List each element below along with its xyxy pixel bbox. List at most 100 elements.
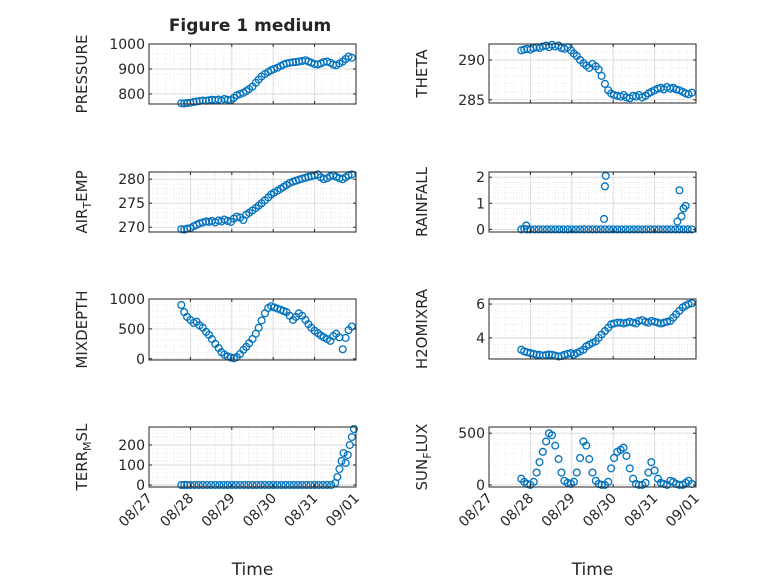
y-tick-label: 500 [458, 426, 485, 442]
plot-area [149, 427, 356, 487]
data-point [177, 225, 186, 234]
data-point [576, 225, 585, 234]
data-point [554, 455, 563, 464]
data-point [607, 464, 616, 473]
y-axis-label: PRESSURE [73, 35, 91, 114]
data-point [534, 225, 543, 234]
y-tick-label: 6 [476, 297, 485, 313]
data-point [594, 65, 603, 74]
data-point [654, 225, 663, 234]
series-markers [517, 299, 696, 361]
data-point [190, 480, 199, 490]
data-point [671, 225, 680, 234]
data-point [177, 99, 186, 108]
plot-area [489, 44, 696, 103]
data-point [600, 225, 609, 234]
data-point [219, 480, 228, 490]
y-axis-label: H2OMIXRA [413, 288, 431, 369]
data-point [310, 480, 319, 490]
axes-box [148, 43, 357, 105]
y-tick-label: 100 [118, 458, 145, 474]
data-point [683, 225, 692, 234]
y-tick-label: 800 [118, 87, 145, 103]
data-point [658, 225, 667, 234]
data-point [338, 345, 347, 354]
series-markers [517, 171, 696, 234]
data-point [265, 480, 274, 490]
y-tick-label: 500 [118, 322, 145, 338]
data-point [567, 225, 576, 234]
data-point [559, 225, 568, 234]
data-point [551, 441, 560, 450]
data-point [202, 480, 212, 490]
axes-box [488, 171, 697, 233]
y-axis-label: MIXDEPTH [73, 290, 91, 368]
data-point [625, 464, 634, 473]
data-point [269, 480, 278, 490]
data-point [517, 225, 526, 234]
y-tick-label: 200 [118, 438, 145, 454]
subplot-3: 270 275 280 AIRTEMP [73, 170, 357, 236]
axes-box [148, 171, 357, 233]
data-point [542, 225, 552, 234]
data-point [572, 468, 581, 477]
y-tick-label: 900 [118, 62, 145, 78]
data-point [605, 225, 614, 234]
axes-box [488, 426, 697, 488]
data-point [557, 468, 566, 477]
data-point [227, 480, 236, 490]
data-point [677, 212, 686, 221]
series-markers [177, 300, 356, 363]
data-point [675, 225, 684, 234]
y-tick-label: 270 [118, 220, 145, 236]
data-point [347, 170, 356, 179]
data-point [576, 453, 585, 463]
y-axis-label: AIRTEMP [73, 170, 94, 233]
data-point [277, 480, 286, 490]
data-point [684, 300, 693, 309]
data-point [273, 480, 282, 490]
data-point [240, 480, 249, 490]
subplot-4: 0 1 2 RAINFALL [413, 166, 697, 238]
data-point [335, 464, 344, 474]
plot-area [489, 299, 696, 359]
series-markers [517, 40, 696, 103]
data-point [588, 225, 597, 234]
data-point [588, 468, 597, 477]
data-point [333, 472, 342, 482]
data-point [341, 333, 350, 342]
data-point [650, 225, 659, 234]
y-axis-label: RAINFALL [413, 166, 431, 237]
data-point [254, 323, 263, 332]
data-point [542, 437, 551, 446]
data-point [600, 214, 609, 224]
data-point [600, 182, 609, 191]
data-point [555, 225, 564, 234]
x-axis-label: Time [571, 560, 614, 580]
y-tick-label: 4 [476, 331, 485, 347]
subplot-2: 285 290 THETA [413, 40, 697, 109]
y-tick-label: 1000 [109, 292, 145, 308]
data-point [347, 53, 356, 62]
data-point [619, 443, 628, 452]
plot-area [149, 44, 356, 104]
data-point [532, 468, 541, 477]
data-point [318, 480, 327, 490]
data-point [662, 317, 672, 326]
data-point [675, 186, 684, 195]
subplot-5: 0 500 1000 MIXDEPTH [73, 290, 357, 369]
grid [488, 171, 697, 232]
data-point [580, 225, 589, 234]
data-point [629, 225, 638, 234]
data-point [592, 225, 601, 234]
series-markers [517, 429, 696, 489]
y-axis-label: SUNFLUX [413, 424, 434, 491]
data-point [319, 175, 328, 184]
data-point [177, 300, 186, 310]
subplot-1: 800 900 1000 PRESSURE [73, 35, 357, 114]
data-point [585, 455, 594, 464]
data-point [551, 225, 560, 234]
data-point [563, 225, 572, 234]
